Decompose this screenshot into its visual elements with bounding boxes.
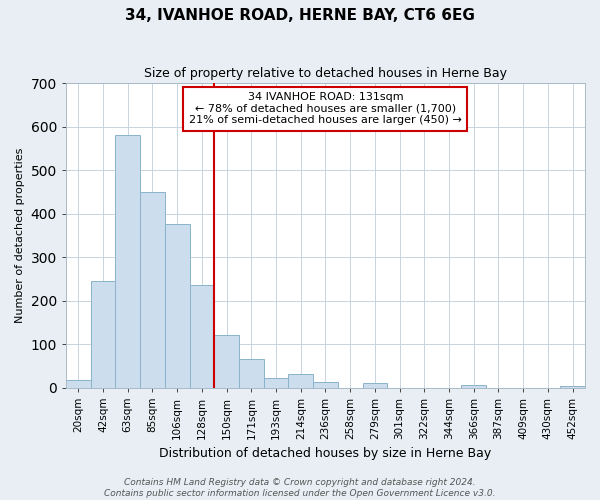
- Bar: [239, 359, 263, 388]
- Bar: [214, 336, 239, 388]
- Bar: [66, 380, 91, 388]
- Title: Size of property relative to detached houses in Herne Bay: Size of property relative to detached ho…: [144, 68, 507, 80]
- Bar: [313, 382, 338, 388]
- Bar: [115, 135, 140, 388]
- Bar: [461, 386, 486, 388]
- Y-axis label: Number of detached properties: Number of detached properties: [15, 148, 25, 323]
- Bar: [560, 386, 585, 388]
- Bar: [140, 192, 165, 388]
- Bar: [289, 374, 313, 388]
- Bar: [362, 383, 387, 388]
- Text: Contains HM Land Registry data © Crown copyright and database right 2024.
Contai: Contains HM Land Registry data © Crown c…: [104, 478, 496, 498]
- X-axis label: Distribution of detached houses by size in Herne Bay: Distribution of detached houses by size …: [160, 447, 491, 460]
- Bar: [263, 378, 289, 388]
- Bar: [190, 286, 214, 388]
- Bar: [91, 281, 115, 388]
- Text: 34 IVANHOE ROAD: 131sqm
← 78% of detached houses are smaller (1,700)
21% of semi: 34 IVANHOE ROAD: 131sqm ← 78% of detache…: [189, 92, 462, 126]
- Bar: [165, 224, 190, 388]
- Text: 34, IVANHOE ROAD, HERNE BAY, CT6 6EG: 34, IVANHOE ROAD, HERNE BAY, CT6 6EG: [125, 8, 475, 22]
